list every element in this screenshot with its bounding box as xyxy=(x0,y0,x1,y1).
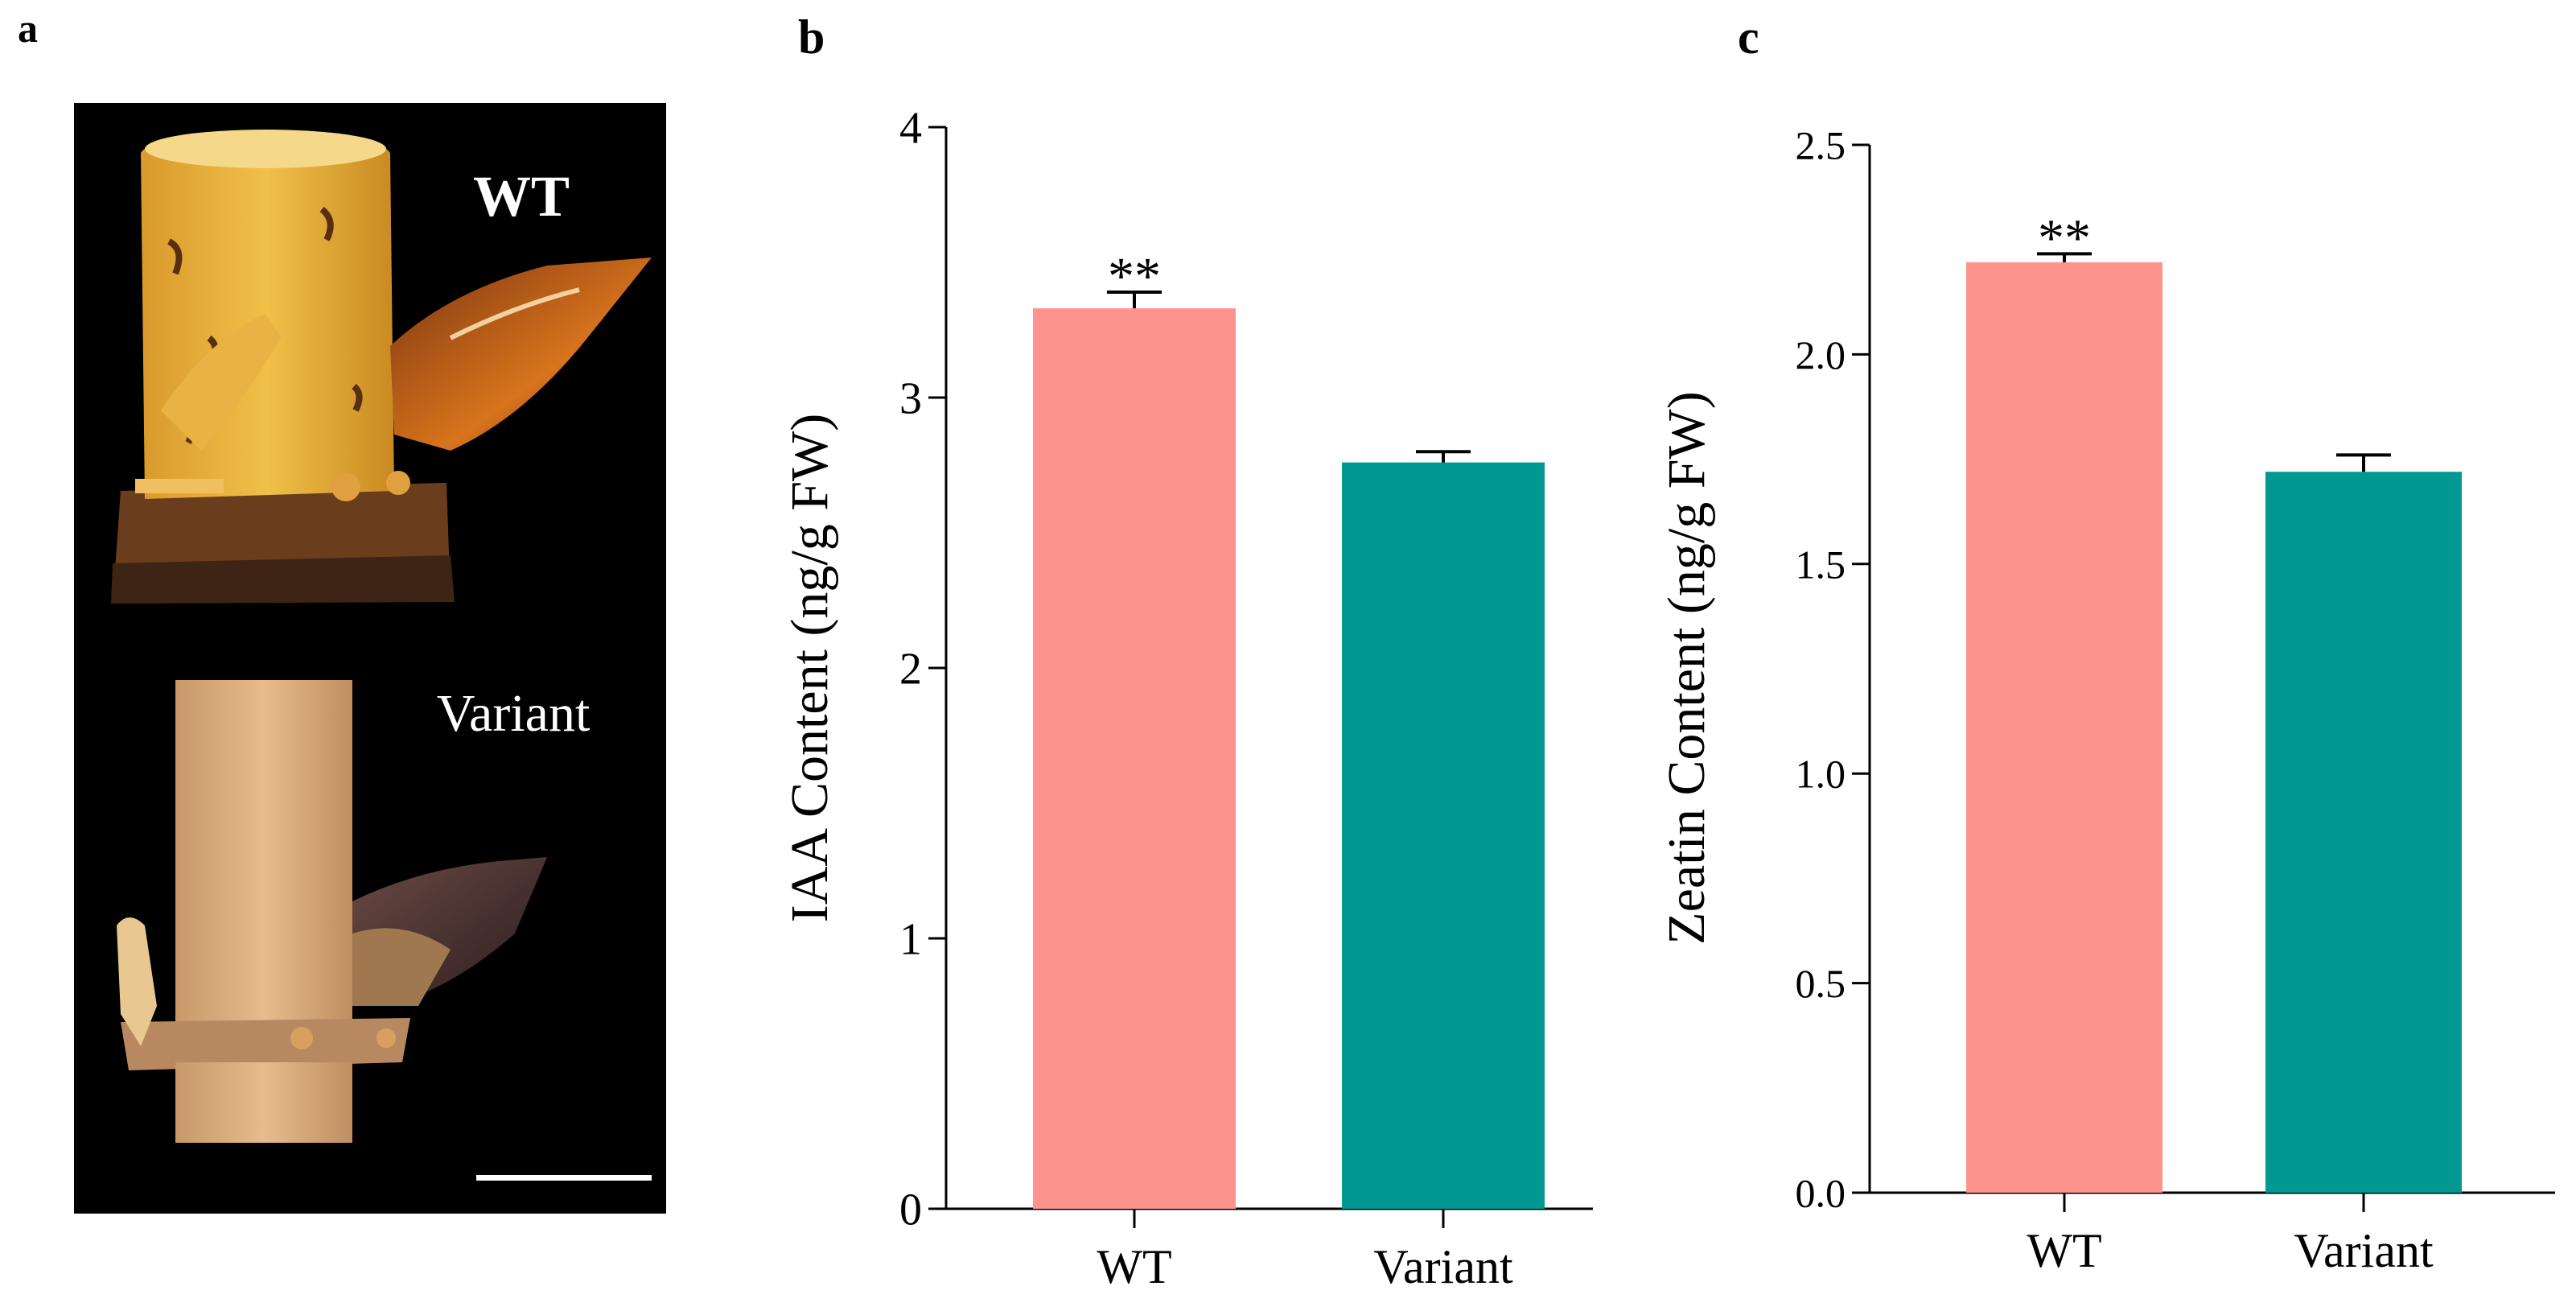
y-tick-label: 4 xyxy=(899,104,922,154)
panel-label-a: a xyxy=(18,6,38,51)
y-tick-label: 0.0 xyxy=(1796,1171,1846,1216)
y-axis-label: IAA Content (ng/g FW) xyxy=(780,414,839,922)
y-tick-label: 3 xyxy=(899,374,922,424)
y-tick-label: 2 xyxy=(899,645,922,695)
wt-specimen-image xyxy=(111,130,652,604)
y-tick-label: 1.5 xyxy=(1796,542,1846,587)
bar-wt xyxy=(1966,262,2162,1193)
x-tick-label: WT xyxy=(2027,1224,2101,1277)
panel-label-b: b xyxy=(798,10,825,64)
y-tick-label: 0.5 xyxy=(1796,961,1846,1006)
y-tick-label: 2.0 xyxy=(1796,332,1846,377)
significance-marker: ** xyxy=(2038,208,2091,267)
bar-wt xyxy=(1033,308,1236,1209)
specimen-photo: WT Variant xyxy=(74,103,666,1214)
variant-photo-label: Variant xyxy=(437,684,591,743)
panel-label-c: c xyxy=(1738,10,1759,64)
bar-variant xyxy=(2265,472,2462,1193)
variant-specimen-image xyxy=(117,680,547,1143)
chart-zeatin-content: c Zeatin Content (ng/g FW) 0.0 0.5 1.0 1.5 2… xyxy=(1657,10,2555,1277)
y-tick-label: 1.0 xyxy=(1796,752,1846,797)
x-tick-label: WT xyxy=(1097,1240,1171,1293)
significance-marker: ** xyxy=(1108,247,1161,306)
y-tick-label: 1 xyxy=(899,915,922,965)
scale-bar xyxy=(476,1175,652,1181)
bar-variant xyxy=(1342,462,1545,1209)
wt-photo-label: WT xyxy=(473,164,570,229)
x-tick-label: Variant xyxy=(2294,1224,2434,1277)
x-tick-label: Variant xyxy=(1373,1240,1513,1293)
y-tick-label: 0 xyxy=(899,1185,922,1235)
y-tick-label: 2.5 xyxy=(1796,123,1846,168)
y-axis-label: Zeatin Content (ng/g FW) xyxy=(1657,391,1716,944)
chart-iaa-content: b IAA Content (ng/g FW) 0 1 2 3 4 WT ** Variant xyxy=(780,10,1593,1293)
